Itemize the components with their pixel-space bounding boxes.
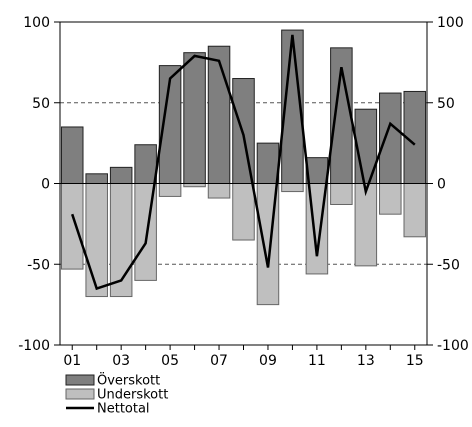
line-layer: [71, 34, 416, 291]
y-tick-label-left: 50: [32, 96, 50, 112]
y-tick-label-right: 0: [437, 177, 446, 193]
x-tick-label: 11: [308, 353, 326, 369]
bar-series-0-2: [109, 166, 133, 185]
y-tick-label-left: -100: [18, 338, 50, 354]
bar-series-1-14: [403, 183, 427, 238]
x-tick-label: 03: [112, 353, 130, 369]
y-tick-label-right: -100: [437, 338, 469, 354]
legend-swatch-1: [65, 388, 95, 400]
bar-series-1-12: [354, 183, 378, 267]
legend-swatch-0: [65, 374, 95, 386]
bar-series-1-13: [379, 183, 402, 215]
x-tick-label: 07: [210, 353, 228, 369]
legend-label-0: Överskott: [97, 372, 160, 389]
y-tick-label-left: 100: [23, 15, 50, 31]
legend-label-1: Underskott: [97, 388, 168, 403]
x-tick-label: 15: [406, 353, 424, 369]
y-tick-label-left: 0: [41, 177, 50, 193]
y-tick-label-right: 100: [437, 15, 464, 31]
bar-series-1-6: [207, 183, 231, 199]
y-tick-label-right: 50: [437, 96, 455, 112]
tick-layer: 100 50 0 -50 -100 100 50 0 -50 -100 01 03 05 07 09 11 13…: [18, 15, 469, 369]
bar-series-0-7: [232, 78, 255, 184]
legend-label-2: Nettotal: [97, 402, 150, 417]
bar-series-1-9: [281, 183, 304, 193]
bar-series-0-6: [207, 45, 231, 184]
x-tick-label: 09: [259, 353, 277, 369]
bar-series-1-7: [232, 183, 255, 241]
bar-layer: [60, 29, 427, 306]
y-tick-label-left: -50: [27, 257, 50, 273]
bar-series-1-11: [330, 183, 353, 205]
bar-series-0-0: [60, 126, 84, 184]
x-tick-label: 05: [161, 353, 179, 369]
bar-series-0-1: [85, 173, 108, 184]
bar-series-0-5: [183, 52, 206, 185]
bar-series-1-1: [85, 183, 108, 298]
y-tick-label-right: -50: [437, 257, 460, 273]
bar-series-1-4: [158, 183, 182, 197]
x-tick-label: 01: [63, 353, 81, 369]
bar-series-0-3: [134, 144, 157, 185]
bar-series-0-8: [256, 142, 280, 184]
bar-series-0-13: [379, 92, 402, 184]
bar-series-1-0: [60, 183, 84, 270]
x-tick-label: 13: [357, 353, 375, 369]
line-series-nettotal: [71, 34, 416, 291]
